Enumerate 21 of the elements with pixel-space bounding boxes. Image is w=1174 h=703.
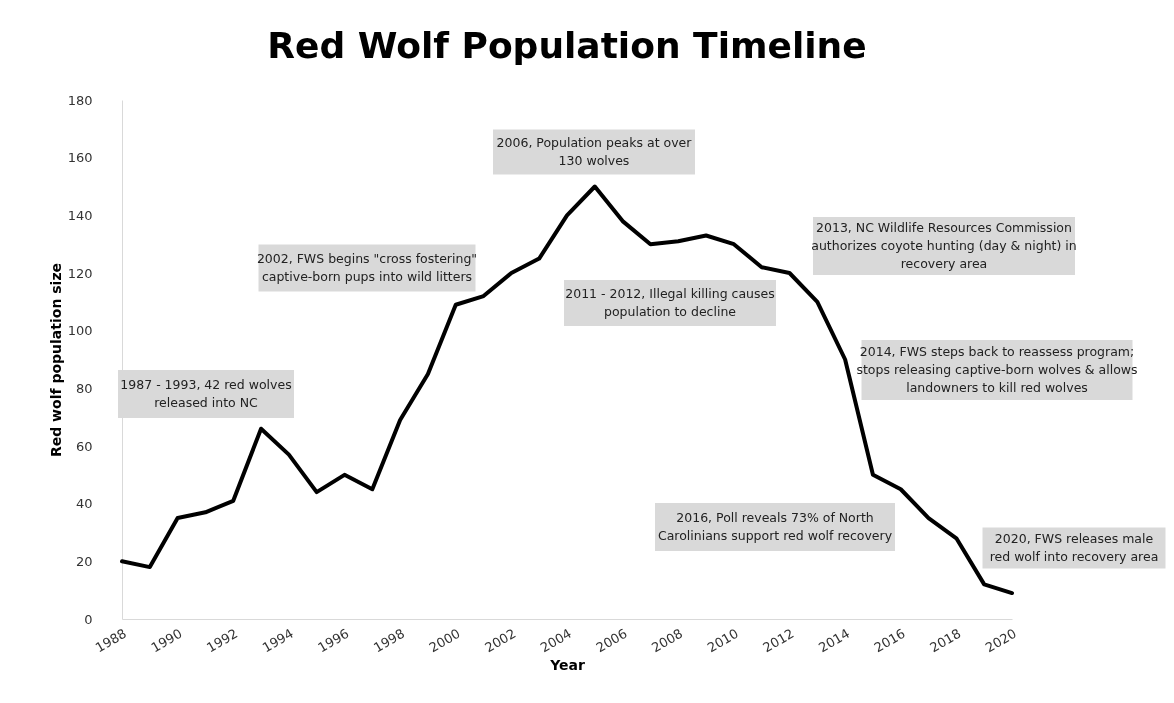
- y-tick-label: 0: [84, 611, 93, 627]
- y-tick-label: 120: [67, 265, 93, 281]
- y-tick-label: 80: [75, 380, 93, 396]
- annotation: 2020, FWS releases male red wolf into recovery area: [989, 531, 1159, 564]
- y-tick-label: 60: [75, 438, 93, 454]
- y-tick-label: 180: [67, 92, 93, 108]
- y-tick-label: 100: [67, 323, 93, 339]
- y-tick-label: 140: [67, 207, 93, 223]
- annotation: 2002, FWS begins "cross fostering" captive-born pups into wild litters: [256, 251, 478, 284]
- y-tick-label: 40: [75, 496, 93, 512]
- annotation: 1987 - 1993, 42 red wolves released into NC: [120, 377, 292, 410]
- annotation: 2006, Population peaks at over 130 wolves: [496, 135, 693, 168]
- x-axis-title: Year: [549, 657, 585, 674]
- annotation: 2013, NC Wildlife Resources Commission authorizes coyote hunting (day & night) in recovery area: [811, 220, 1077, 271]
- annotation: 2011 - 2012, Illegal killing causes population to decline: [565, 286, 775, 319]
- y-tick-label: 160: [67, 150, 93, 166]
- annotation: 2014, FWS steps back to reassess program; stops releasing captive-born wolves & allows landowners to kill red wolves: [856, 344, 1138, 395]
- y-axis-title: Red wolf population size: [47, 262, 64, 458]
- annotation: 2016, Poll reveals 73% of North Carolinians support red wolf recovery: [657, 510, 893, 543]
- chart-title: Red Wolf Population Timeline: [267, 25, 867, 66]
- y-tick-label: 20: [75, 553, 93, 569]
